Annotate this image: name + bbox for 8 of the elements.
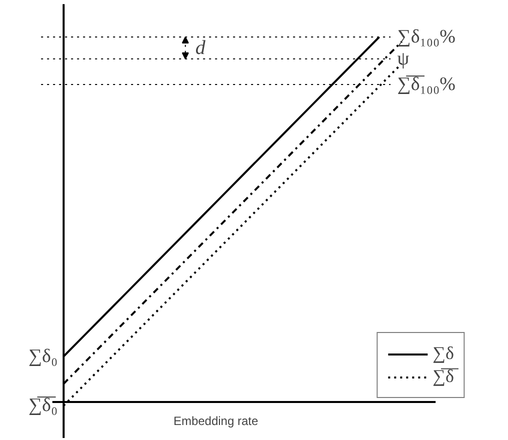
annotation: ∑δ₀ (28, 346, 58, 367)
x-axis-title: Embedding rate (173, 414, 258, 428)
annotation: ∑̅δ̅₀ (28, 395, 58, 416)
ref-line-label: ψ (397, 48, 410, 70)
annotation: d (195, 36, 206, 59)
legend-label: ∑δ (432, 343, 454, 364)
ref-line-label: ∑̅δ̅₁₀₀% (397, 74, 456, 95)
ref-line-label: ∑δ₁₀₀% (397, 26, 456, 48)
